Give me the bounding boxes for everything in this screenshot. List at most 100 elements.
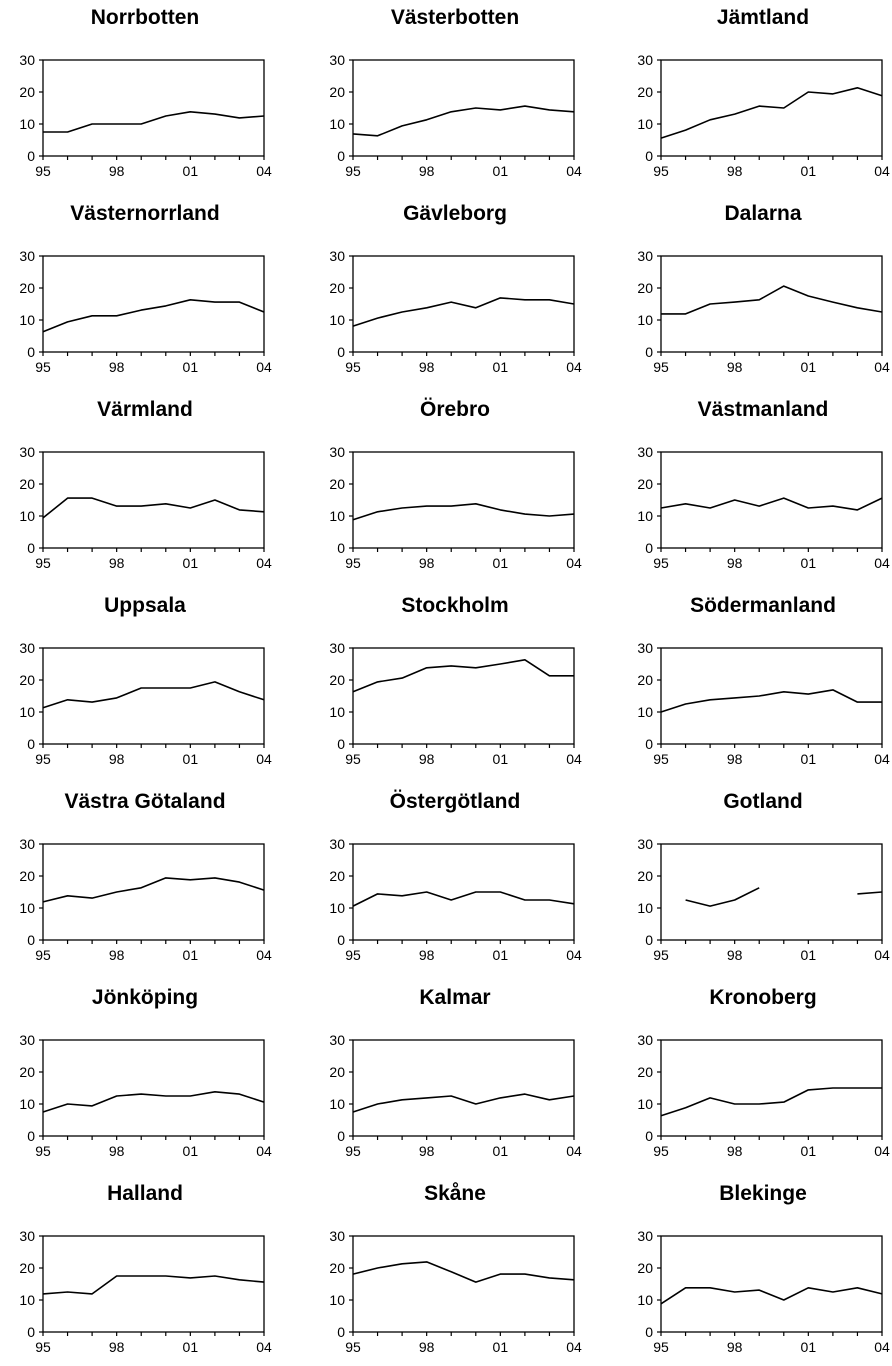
line-chart: 0 10 20 30 95 98 01 04 xyxy=(19,1228,272,1355)
x-tick-label: 04 xyxy=(256,947,272,963)
y-tick-label: 30 xyxy=(637,1032,653,1048)
plot-frame xyxy=(352,255,575,353)
chart-panel: Uppsala 0 10 20 30 95 98 01 04 xyxy=(0,588,290,778)
y-tick-label: 10 xyxy=(329,508,345,524)
plot-frame xyxy=(42,59,265,157)
x-tick-label: 98 xyxy=(109,1339,125,1355)
x-tick-label: 98 xyxy=(419,751,435,767)
line-chart: 0 10 20 30 95 98 01 04 xyxy=(637,248,890,375)
x-tick-label: 98 xyxy=(109,947,125,963)
x-tick-label: 95 xyxy=(653,947,669,963)
x-tick-label: 95 xyxy=(345,751,361,767)
y-tick-label: 30 xyxy=(329,1032,345,1048)
x-tick-label: 98 xyxy=(727,1339,743,1355)
x-tick-label: 01 xyxy=(183,751,199,767)
chart-panel: Örebro 0 10 20 30 95 98 01 04 xyxy=(310,392,600,582)
x-tick-label: 04 xyxy=(874,947,890,963)
y-tick-label: 20 xyxy=(19,280,35,296)
y-tick-label: 0 xyxy=(645,540,653,556)
chart-panel: Skåne 0 10 20 30 95 98 01 04 xyxy=(310,1176,600,1366)
series-line xyxy=(352,503,575,521)
x-tick-label: 98 xyxy=(727,359,743,375)
chart-title: Västernorrland xyxy=(70,202,220,225)
x-tick-label: 04 xyxy=(256,163,272,179)
series-line xyxy=(352,891,575,907)
series-line xyxy=(660,1087,882,1117)
x-tick-label: 98 xyxy=(419,163,435,179)
y-tick-label: 10 xyxy=(19,508,35,524)
y-tick-label: 30 xyxy=(637,444,653,460)
chart-panel: Kronoberg 0 10 20 30 95 98 01 04 xyxy=(618,980,892,1170)
chart-panel: Gotland 0 10 20 30 95 98 01 04 xyxy=(618,784,892,974)
y-tick-label: 0 xyxy=(337,148,345,164)
y-tick-label: 0 xyxy=(645,344,653,360)
x-tick-label: 95 xyxy=(653,1143,669,1159)
line-chart: 0 10 20 30 95 98 01 04 xyxy=(19,444,272,571)
series-line xyxy=(352,658,574,693)
chart-title: Södermanland xyxy=(690,594,836,617)
x-tick-label: 01 xyxy=(493,751,509,767)
y-tick-label: 10 xyxy=(329,312,345,328)
y-tick-label: 20 xyxy=(637,1260,653,1276)
x-tick-label: 98 xyxy=(419,947,435,963)
plot-frame xyxy=(660,843,883,941)
series-line xyxy=(42,497,265,519)
series-line xyxy=(660,689,882,713)
plot-frame xyxy=(660,1235,883,1333)
line-chart: 0 10 20 30 95 98 01 04 xyxy=(329,444,582,571)
y-tick-label: 0 xyxy=(27,736,35,752)
x-tick-label: 04 xyxy=(874,359,890,375)
y-tick-label: 0 xyxy=(645,1324,653,1340)
series-line xyxy=(352,1093,575,1113)
x-tick-label: 01 xyxy=(493,1143,509,1159)
x-tick-label: 01 xyxy=(183,359,199,375)
y-tick-label: 20 xyxy=(329,672,345,688)
line-chart: 0 10 20 30 95 98 01 04 xyxy=(19,248,272,375)
chart-title: Värmland xyxy=(97,398,193,421)
x-tick-label: 95 xyxy=(345,359,361,375)
series-line xyxy=(42,681,265,709)
x-tick-label: 95 xyxy=(35,359,51,375)
line-chart: 0 10 20 30 95 98 01 04 xyxy=(19,52,272,179)
plot-frame xyxy=(352,647,575,745)
y-tick-label: 20 xyxy=(19,1260,35,1276)
y-tick-label: 20 xyxy=(329,476,345,492)
x-tick-label: 95 xyxy=(345,1143,361,1159)
y-tick-label: 0 xyxy=(337,1128,345,1144)
y-tick-label: 0 xyxy=(645,736,653,752)
y-tick-label: 20 xyxy=(329,1260,345,1276)
series-line xyxy=(43,111,265,133)
plot-frame xyxy=(660,59,883,157)
series-line xyxy=(42,1091,265,1113)
chart-title: Västmanland xyxy=(697,398,829,421)
y-tick-label: 10 xyxy=(637,900,653,916)
y-tick-label: 0 xyxy=(645,1128,653,1144)
x-tick-label: 04 xyxy=(256,555,272,571)
x-tick-label: 04 xyxy=(256,1143,272,1159)
chart-panel: Gävleborg 0 10 20 30 95 98 01 04 xyxy=(310,196,600,386)
line-chart: 0 10 20 30 95 98 01 04 xyxy=(19,1032,272,1159)
y-tick-label: 20 xyxy=(329,84,345,100)
y-tick-label: 30 xyxy=(329,444,345,460)
x-tick-label: 04 xyxy=(566,1143,582,1159)
x-tick-label: 01 xyxy=(183,1143,199,1159)
line-chart: 0 10 20 30 95 98 01 04 xyxy=(329,1032,582,1159)
y-tick-label: 0 xyxy=(27,148,35,164)
x-tick-label: 98 xyxy=(727,555,743,571)
chart-panel: Jönköping 0 10 20 30 95 98 01 04 xyxy=(0,980,290,1170)
chart-title: Halland xyxy=(107,1182,183,1205)
y-tick-label: 10 xyxy=(637,1292,653,1308)
chart-panel: Västmanland 0 10 20 30 95 98 01 04 xyxy=(618,392,892,582)
plot-frame xyxy=(42,451,265,549)
x-tick-label: 04 xyxy=(566,359,582,375)
chart-panel: Jämtland 0 10 20 30 95 98 01 04 xyxy=(618,0,892,190)
line-chart: 0 10 20 30 95 98 01 04 xyxy=(637,444,890,571)
x-tick-label: 98 xyxy=(727,163,743,179)
y-tick-label: 20 xyxy=(19,84,35,100)
y-tick-label: 30 xyxy=(637,640,653,656)
line-chart: 0 10 20 30 95 98 01 04 xyxy=(329,836,582,963)
series-line xyxy=(660,86,883,139)
series-line xyxy=(661,285,883,315)
x-tick-label: 95 xyxy=(35,947,51,963)
